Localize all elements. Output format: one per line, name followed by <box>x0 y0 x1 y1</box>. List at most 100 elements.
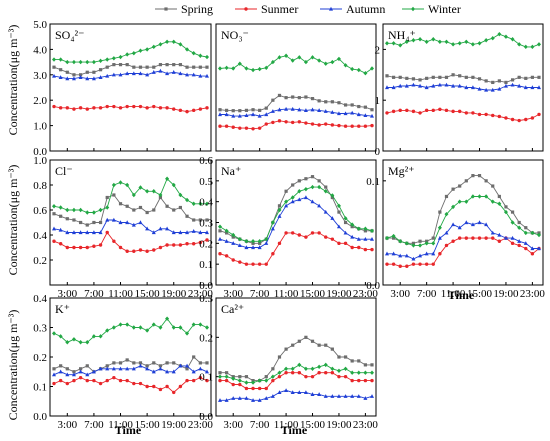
data-point <box>192 355 196 359</box>
data-point <box>330 394 335 398</box>
data-point <box>264 375 268 379</box>
data-point <box>431 83 436 88</box>
data-point <box>350 66 355 72</box>
data-point <box>205 65 209 69</box>
data-point <box>257 378 262 383</box>
data-point <box>405 76 409 80</box>
data-point <box>244 66 249 71</box>
data-point <box>524 76 528 80</box>
data-point <box>323 394 328 398</box>
x-axis-label-panel-7: Time <box>115 423 142 437</box>
data-point <box>218 112 222 117</box>
data-point <box>517 225 522 230</box>
data-point <box>503 209 508 215</box>
data-point <box>424 262 429 266</box>
data-point <box>277 241 282 246</box>
data-point <box>198 322 203 327</box>
data-point <box>271 98 275 102</box>
data-point <box>132 208 136 212</box>
data-point <box>304 235 308 239</box>
data-point <box>330 237 335 241</box>
data-point <box>165 316 170 321</box>
data-point <box>310 374 315 379</box>
data-point <box>437 235 442 240</box>
x-tick-label: 3:00 <box>223 288 243 300</box>
data-point <box>165 369 170 374</box>
data-point <box>98 68 103 72</box>
data-point <box>284 347 288 351</box>
data-point <box>484 79 488 83</box>
x-tick-label: 11:00 <box>441 288 466 300</box>
data-point <box>398 43 403 48</box>
data-point <box>244 375 249 379</box>
panel-title: K⁺ <box>55 302 70 316</box>
series-winter <box>385 194 541 248</box>
data-point <box>363 71 368 76</box>
legend-label: Sunmer <box>261 2 298 16</box>
data-point <box>132 381 136 386</box>
panel-frame <box>49 159 212 286</box>
y-tick-label: 0.0 <box>366 280 380 292</box>
data-point <box>290 58 295 63</box>
data-point <box>497 232 502 237</box>
data-point <box>92 378 96 383</box>
data-point <box>198 218 202 222</box>
data-point <box>165 39 170 44</box>
data-point <box>52 239 56 243</box>
data-point <box>58 75 63 79</box>
data-point <box>336 111 341 116</box>
data-point <box>78 375 83 380</box>
data-point <box>257 262 262 266</box>
data-point <box>323 189 328 194</box>
data-point <box>363 113 368 118</box>
data-point <box>304 335 308 339</box>
data-point <box>444 230 449 235</box>
series-line <box>220 389 373 401</box>
data-point <box>330 123 335 127</box>
data-point <box>431 236 435 240</box>
data-point <box>343 374 348 379</box>
data-point <box>218 398 222 402</box>
data-point <box>85 59 90 65</box>
x-tick-label: 7:00 <box>250 419 270 431</box>
series-line <box>53 178 207 213</box>
data-point <box>151 189 156 194</box>
data-point <box>98 366 103 371</box>
data-point <box>391 85 396 90</box>
y-tick-label: 0.2 <box>199 332 213 344</box>
panel-title: NO₃⁻ <box>221 28 249 42</box>
data-point <box>336 224 341 229</box>
data-point <box>152 361 156 365</box>
data-point <box>185 109 189 114</box>
x-tick-label: 23:00 <box>520 288 546 300</box>
series-line <box>220 336 372 382</box>
data-point <box>65 230 70 235</box>
data-point <box>65 70 69 74</box>
data-point <box>537 246 541 251</box>
data-point <box>297 107 302 112</box>
legend-marker <box>164 7 168 11</box>
data-point <box>251 127 255 131</box>
data-point <box>172 361 176 365</box>
data-point <box>72 73 76 77</box>
data-point <box>52 73 56 78</box>
x-tick-label: 19:00 <box>161 288 187 300</box>
data-point <box>337 241 341 246</box>
panel-frame <box>215 23 377 152</box>
x-tick-label: 11:00 <box>274 419 299 431</box>
data-point <box>138 363 143 368</box>
data-point <box>277 93 282 98</box>
data-point <box>231 66 236 71</box>
data-point <box>270 226 275 231</box>
data-point <box>58 205 63 210</box>
data-point <box>224 254 229 258</box>
data-point <box>52 381 56 386</box>
data-point <box>178 108 183 113</box>
data-point <box>464 85 469 90</box>
data-point <box>205 106 209 110</box>
data-point <box>537 232 541 238</box>
data-point <box>58 227 63 232</box>
data-point <box>317 184 322 190</box>
y-tick-label: 0.1 <box>366 176 380 188</box>
data-point <box>224 378 229 383</box>
